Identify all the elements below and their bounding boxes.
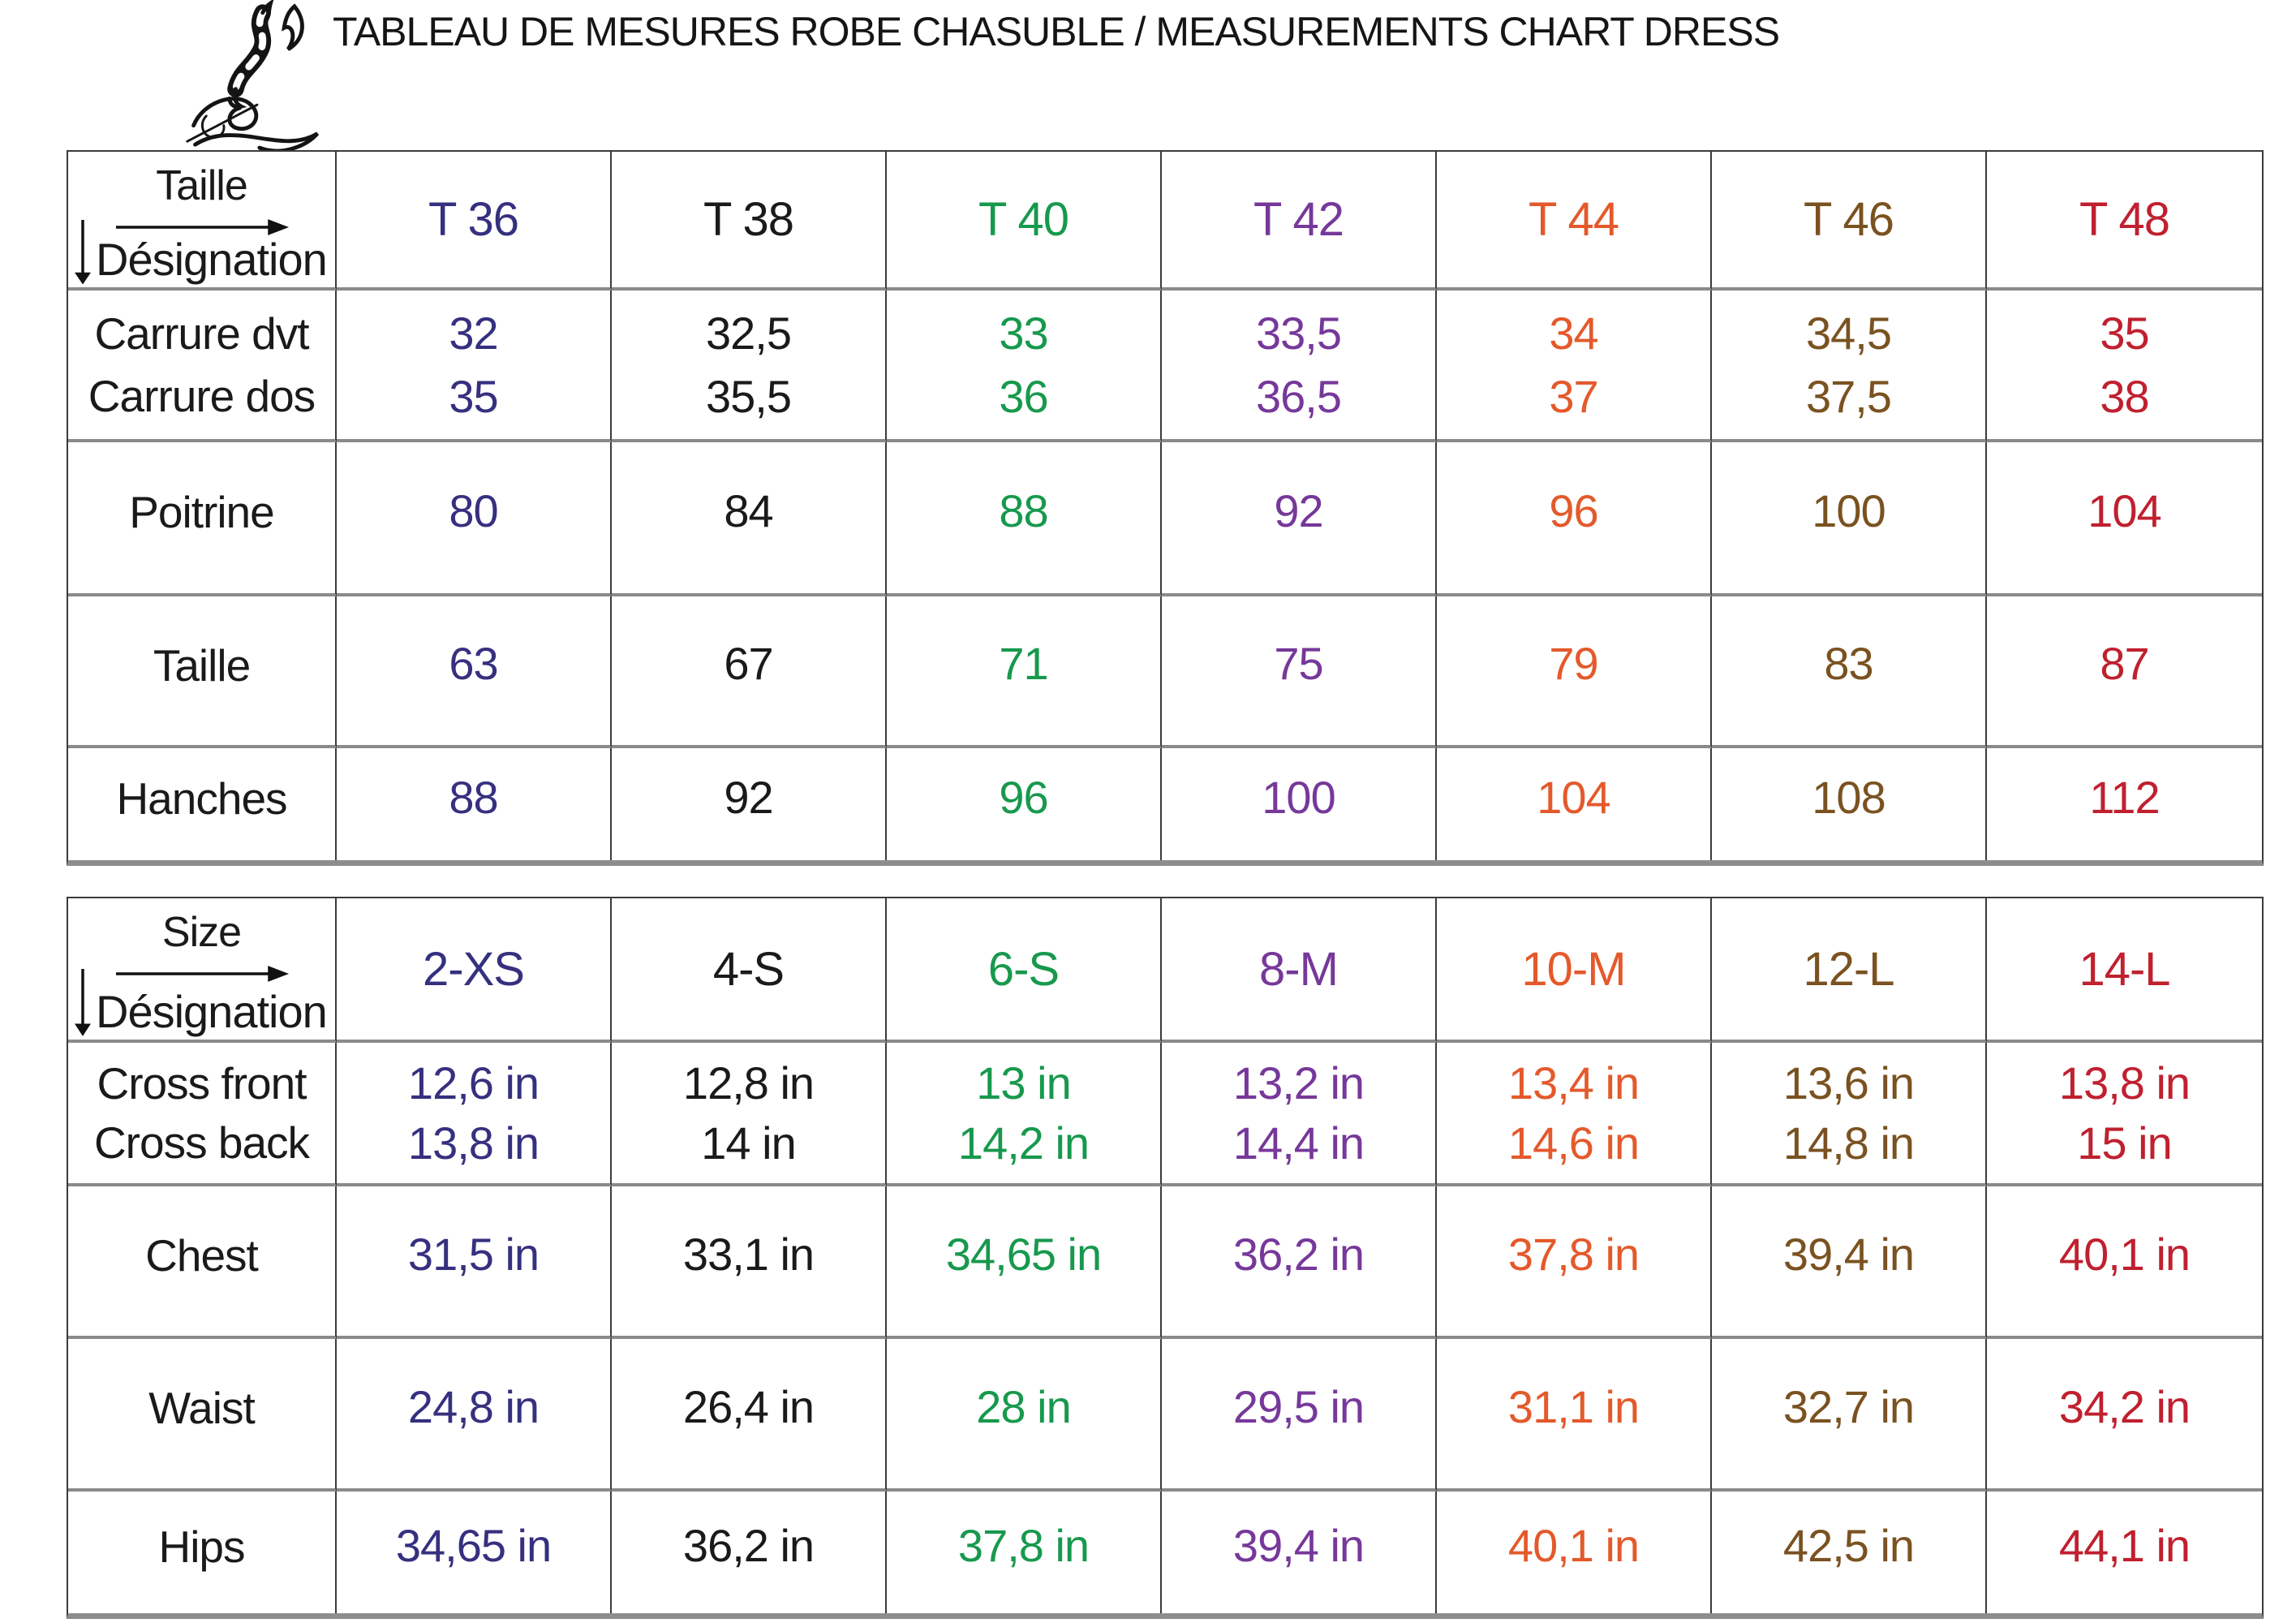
measurement-value: 35 38	[1987, 291, 2262, 442]
measurement-value: 36,2 in	[1162, 1186, 1437, 1339]
measurement-value: 33,5 36,5	[1162, 291, 1437, 442]
measurement-value: 34,65 in	[887, 1186, 1162, 1339]
measurement-value: 100	[1712, 442, 1987, 596]
measurement-value: 13,2 in 14,4 in	[1162, 1043, 1437, 1186]
right-arrow-icon	[115, 966, 289, 982]
right-arrow-icon	[115, 219, 289, 235]
size-column-header: 4-S	[612, 898, 887, 1043]
column-axis-label: Taille	[156, 162, 248, 209]
page-header: TABLEAU DE MESURES ROBE CHASUBLE / MEASU…	[185, 0, 1780, 151]
measurement-value: 63	[337, 596, 612, 748]
size-column-header: T 48	[1987, 152, 2262, 291]
measurement-value: 26,4 in	[612, 1339, 887, 1492]
measurement-value: 92	[612, 748, 887, 860]
measurement-value: 36,2 in	[612, 1492, 887, 1613]
measurement-value: 13,6 in 14,8 in	[1712, 1043, 1987, 1186]
page-title: TABLEAU DE MESURES ROBE CHASUBLE / MEASU…	[333, 9, 1780, 54]
row-label: Chest	[68, 1186, 337, 1339]
size-column-header: 14-L	[1987, 898, 2262, 1043]
size-column-header: T 38	[612, 152, 887, 291]
measurement-value: 12,6 in 13,8 in	[337, 1043, 612, 1186]
size-column-header: 12-L	[1712, 898, 1987, 1043]
size-column-header: 2-XS	[337, 898, 612, 1043]
corner-cell: Size Désignation	[68, 898, 337, 1043]
size-column-header: T 42	[1162, 152, 1437, 291]
measurement-value: 92	[1162, 442, 1437, 596]
measurement-value: 96	[1437, 442, 1712, 596]
measurement-value: 28 in	[887, 1339, 1162, 1492]
measurement-value: 79	[1437, 596, 1712, 748]
measurement-value: 34,5 37,5	[1712, 291, 1987, 442]
measurements-table-cm: Taille Désignation T 36 T 38 T 40 T 42 T 44 T…	[67, 150, 2264, 866]
measurement-value: 39,4 in	[1162, 1492, 1437, 1613]
size-column-header: T 40	[887, 152, 1162, 291]
measurement-value: 33 36	[887, 291, 1162, 442]
down-arrow-icon	[75, 969, 91, 1036]
measurements-table-inches: Size Désignation 2-XS 4-S 6-S 8-M 10-M 12-L 14…	[67, 897, 2264, 1619]
corner-cell: Taille Désignation	[68, 152, 337, 291]
measurement-value: 37,8 in	[1437, 1186, 1712, 1339]
measurement-value: 13,8 in 15 in	[1987, 1043, 2262, 1186]
size-column-header: 8-M	[1162, 898, 1437, 1043]
measurement-value: 32 35	[337, 291, 612, 442]
row-axis-label: Désignation	[96, 986, 328, 1037]
size-column-header: 6-S	[887, 898, 1162, 1043]
measurement-value: 40,1 in	[1987, 1186, 2262, 1339]
measurement-value: 40,1 in	[1437, 1492, 1712, 1613]
measurement-value: 75	[1162, 596, 1437, 748]
measurement-value: 13,4 in 14,6 in	[1437, 1043, 1712, 1186]
measurement-value: 88	[887, 442, 1162, 596]
measurement-value: 96	[887, 748, 1162, 860]
measurement-value: 31,5 in	[337, 1186, 612, 1339]
measurement-value: 42,5 in	[1712, 1492, 1987, 1613]
down-arrow-icon	[75, 219, 91, 284]
measurement-value: 32,7 in	[1712, 1339, 1987, 1492]
measurement-value: 44,1 in	[1987, 1492, 2262, 1613]
size-column-header: T 36	[337, 152, 612, 291]
measurement-value: 31,1 in	[1437, 1339, 1712, 1492]
measurement-value: 80	[337, 442, 612, 596]
measurement-value: 71	[887, 596, 1162, 748]
thread-and-needle-logo-icon	[186, 0, 320, 151]
measurement-value: 24,8 in	[337, 1339, 612, 1492]
measurement-value: 104	[1437, 748, 1712, 860]
row-label: Hanches	[68, 748, 337, 860]
measurement-value: 88	[337, 748, 612, 860]
measurement-value: 13 in 14,2 in	[887, 1043, 1162, 1186]
measurement-value: 34,65 in	[337, 1492, 612, 1613]
measurement-value: 83	[1712, 596, 1987, 748]
row-label: Cross front Cross back	[68, 1043, 337, 1186]
row-label: Carrure dvt Carrure dos	[68, 291, 337, 442]
size-column-header: T 44	[1437, 152, 1712, 291]
measurement-value: 29,5 in	[1162, 1339, 1437, 1492]
measurement-value: 32,5 35,5	[612, 291, 887, 442]
size-column-header: 10-M	[1437, 898, 1712, 1043]
measurement-value: 108	[1712, 748, 1987, 860]
row-label: Taille	[68, 596, 337, 748]
size-column-header: T 46	[1712, 152, 1987, 291]
row-axis-label: Désignation	[96, 234, 328, 285]
measurement-value: 37,8 in	[887, 1492, 1162, 1613]
row-label: Hips	[68, 1492, 337, 1613]
measurement-value: 112	[1987, 748, 2262, 860]
measurement-value: 33,1 in	[612, 1186, 887, 1339]
row-label: Waist	[68, 1339, 337, 1492]
measurement-value: 100	[1162, 748, 1437, 860]
measurement-value: 34 37	[1437, 291, 1712, 442]
measurement-value: 84	[612, 442, 887, 596]
measurement-value: 104	[1987, 442, 2262, 596]
measurement-value: 87	[1987, 596, 2262, 748]
column-axis-label: Size	[161, 909, 242, 956]
row-label: Poitrine	[68, 442, 337, 596]
measurement-value: 39,4 in	[1712, 1186, 1987, 1339]
measurement-value: 34,2 in	[1987, 1339, 2262, 1492]
measurement-value: 12,8 in 14 in	[612, 1043, 887, 1186]
measurement-value: 67	[612, 596, 887, 748]
